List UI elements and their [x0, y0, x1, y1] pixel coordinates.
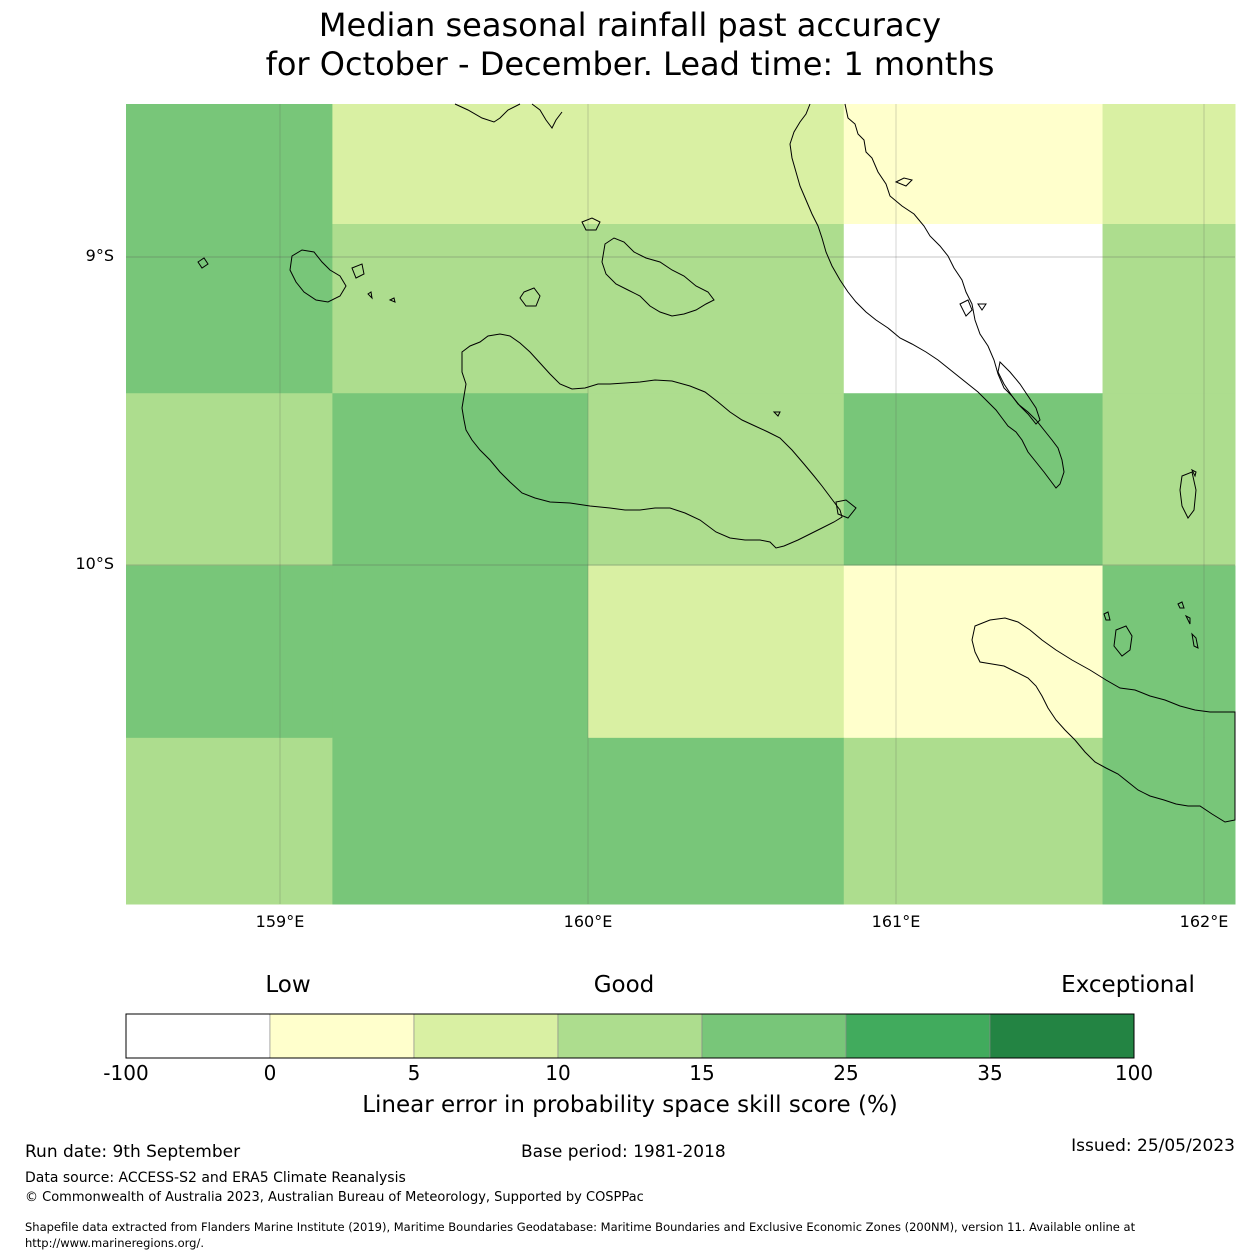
colorbar-segment [701, 1013, 847, 1059]
skill-cell [126, 393, 333, 567]
skill-grid [126, 104, 1236, 905]
skill-cell [843, 565, 1104, 739]
legend-category-low: Low [265, 972, 311, 998]
skill-cell [126, 104, 333, 225]
skill-cell [1102, 104, 1236, 225]
lat-label-9s: 9°S [85, 246, 114, 265]
coastline-islet [1184, 614, 1191, 625]
skill-cell [843, 393, 1104, 567]
coastline-islet [197, 257, 209, 269]
skill-cell [1102, 224, 1236, 394]
lon-label-160e: 160°E [563, 912, 613, 931]
coastline-islet [388, 297, 396, 303]
coastline-islet [1177, 601, 1185, 609]
colorbar [125, 1013, 1135, 1059]
skill-cell [126, 224, 333, 394]
coastline-russell-islands [289, 249, 347, 303]
coastline-islet [959, 299, 973, 317]
run-date: Run date: 9th September [25, 1142, 241, 1162]
shapefile-credit-line1: Shapefile data extracted from Flanders M… [25, 1220, 1136, 1234]
skill-cell [588, 393, 845, 567]
coastline-small-malaita [997, 360, 1041, 425]
colorbar-tick: 10 [545, 1061, 571, 1085]
colorbar-tick: 15 [689, 1061, 715, 1085]
base-period: Base period: 1981-2018 [521, 1142, 726, 1162]
skill-cell [588, 737, 845, 905]
skill-cell [588, 565, 845, 739]
skill-cell [332, 393, 589, 567]
coastline-islet [367, 291, 373, 300]
coastline-ulawa [1179, 471, 1197, 519]
colorbar-segment [269, 1013, 415, 1059]
coastline-islet [977, 303, 987, 311]
coastline-guadalcanal [461, 333, 843, 549]
skill-cell [843, 104, 1104, 225]
lon-label-161e: 161°E [871, 912, 921, 931]
colorbar-tick: 100 [1114, 1061, 1154, 1085]
coastline-islet [894, 177, 913, 187]
colorbar-segment [557, 1013, 703, 1059]
coastline-malaita [789, 103, 1065, 489]
lat-label-10s: 10°S [75, 554, 114, 573]
skill-cell [1102, 393, 1236, 567]
legend-category-exceptional: Exceptional [1061, 972, 1195, 998]
colorbar-outline [125, 1013, 1135, 1059]
shapefile-credit-line2: http://www.marineregions.org/. [25, 1236, 204, 1250]
coastline-makira [971, 617, 1236, 823]
skill-cell [126, 737, 333, 905]
coastline-islet [835, 499, 857, 519]
coastline-islet [1103, 611, 1111, 621]
graticule [126, 104, 1235, 904]
colorbar-tick: 25 [833, 1061, 859, 1085]
coastline-islet [581, 217, 601, 231]
coastline-islet [772, 411, 781, 417]
skill-cell [1102, 737, 1236, 905]
colorbar-segment [845, 1013, 991, 1059]
coastline-islet [351, 263, 365, 279]
colorbar-tick: 35 [977, 1061, 1003, 1085]
legend-category-good: Good [593, 972, 655, 998]
coastline-ugi [1113, 625, 1133, 657]
coastline-islet [1190, 468, 1197, 478]
coastlines [197, 103, 1236, 823]
copyright: © Commonwealth of Australia 2023, Austra… [25, 1190, 644, 1205]
colorbar-segment [989, 1013, 1135, 1059]
skill-cell [332, 737, 589, 905]
lon-label-162e: 162°E [1179, 912, 1229, 931]
skill-cell [332, 565, 589, 739]
colorbar-title: Linear error in probability space skill … [362, 1092, 898, 1118]
skill-cell [588, 104, 845, 225]
map-title-line2: for October - December. Lead time: 1 mon… [265, 45, 995, 83]
issued-date: Issued: 25/05/2023 [1071, 1136, 1235, 1156]
colorbar-segment [413, 1013, 559, 1059]
coastline-santa-isabel [454, 103, 563, 129]
skill-cell [126, 565, 333, 739]
skill-cell [332, 104, 589, 225]
coastline-islet [1191, 632, 1199, 649]
data-source: Data source: ACCESS-S2 and ERA5 Climate … [25, 1170, 406, 1186]
colorbar-segment [125, 1013, 271, 1059]
coastline-savo [519, 287, 541, 307]
coastline-florida-islands [601, 237, 715, 317]
colorbar-tick: 0 [263, 1061, 277, 1085]
lon-label-159e: 159°E [255, 912, 305, 931]
skill-cell [843, 737, 1104, 905]
colorbar-tick: -100 [103, 1061, 149, 1085]
colorbar-tick: 5 [407, 1061, 421, 1085]
map-title-line1: Median seasonal rainfall past accuracy [318, 6, 942, 44]
skill-cell [332, 224, 589, 394]
skill-cell [588, 224, 845, 394]
skill-cell [1102, 565, 1236, 739]
